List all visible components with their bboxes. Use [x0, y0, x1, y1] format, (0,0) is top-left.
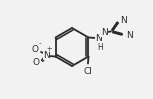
- Text: +: +: [47, 46, 52, 52]
- Text: O: O: [33, 58, 39, 67]
- Text: O: O: [32, 45, 39, 54]
- Text: N: N: [120, 16, 127, 25]
- Text: -: -: [39, 40, 41, 46]
- Text: N: N: [126, 31, 133, 40]
- Text: Cl: Cl: [84, 67, 92, 76]
- Text: N: N: [43, 51, 50, 60]
- Text: H: H: [97, 42, 103, 51]
- Text: N: N: [101, 28, 108, 37]
- Text: N: N: [95, 34, 102, 43]
